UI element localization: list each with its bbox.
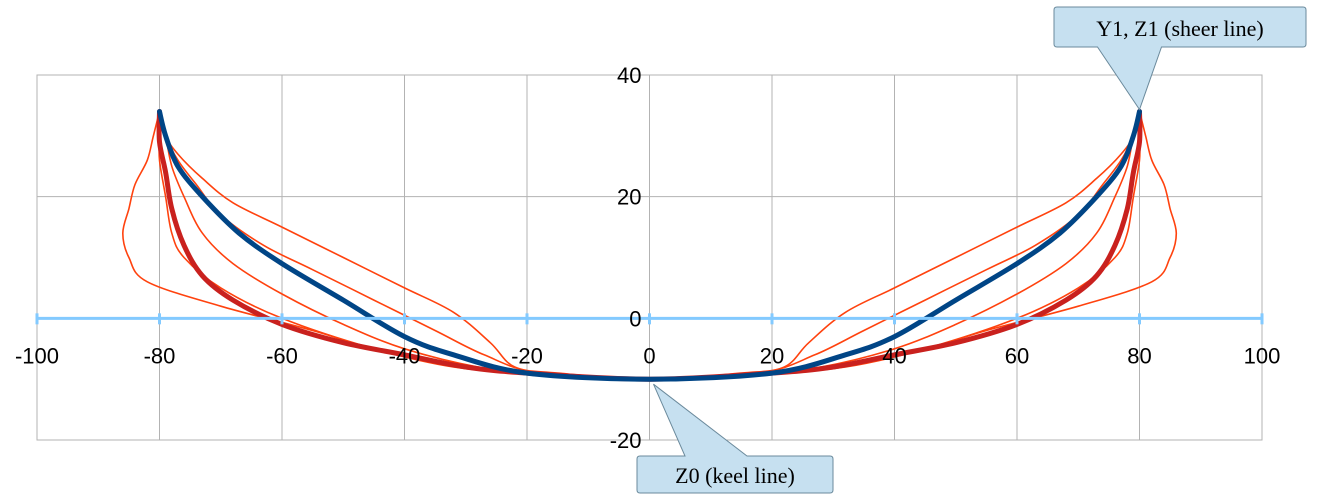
x-tick-label: 0 <box>643 343 655 368</box>
callout-sheer-line-text: Y1, Z1 (sheer line) <box>1096 16 1263 41</box>
x-tick-label: 40 <box>882 343 906 368</box>
x-tick-label: -40 <box>389 343 421 368</box>
x-tick-label: 20 <box>760 343 784 368</box>
y-tick-label: 20 <box>617 185 641 210</box>
series-line-7 <box>157 109 1142 382</box>
callout-sheer-line-shape <box>1053 6 1307 111</box>
grid <box>36 74 1263 441</box>
x-tick-label: 100 <box>1244 343 1281 368</box>
series-group <box>122 109 1178 382</box>
x-tick-label: -20 <box>511 343 543 368</box>
x-tick-label: -100 <box>15 343 59 368</box>
y-tick-label: -20 <box>610 428 642 453</box>
x-tick-label: 80 <box>1127 343 1151 368</box>
y-tick-label: 40 <box>617 63 641 88</box>
callout-keel-line-text: Z0 (keel line) <box>675 463 795 488</box>
callout-sheer-line: Y1, Z1 (sheer line) <box>1053 6 1307 111</box>
x-tick-label: 60 <box>1005 343 1029 368</box>
callout-keel-line: Z0 (keel line) <box>636 383 834 494</box>
x-axis <box>35 313 1264 325</box>
callout-keel-line-shape <box>636 383 834 494</box>
x-tick-label: -80 <box>144 343 176 368</box>
x-tick-label: -60 <box>266 343 298 368</box>
tick-labels: -100 -80 -60 -40 -20 0 20 40 60 80 100 -20 0 20 40 <box>15 63 1280 453</box>
y-tick-label: 0 <box>629 306 641 331</box>
